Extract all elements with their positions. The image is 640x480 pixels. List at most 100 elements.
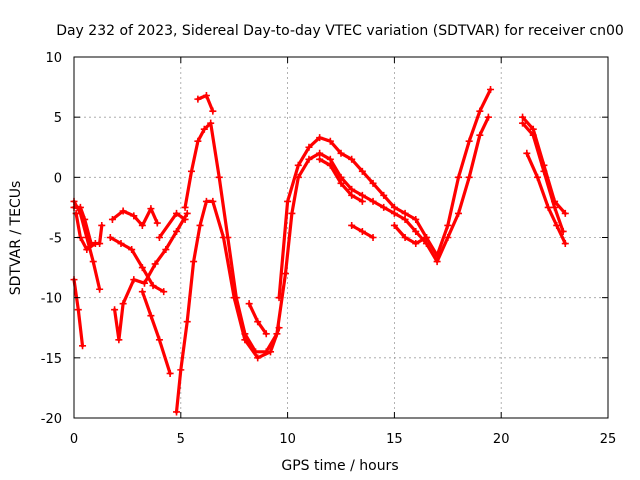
data-point (96, 285, 104, 293)
series-arc-4 (70, 276, 87, 350)
data-point (181, 203, 189, 211)
data-point (151, 260, 159, 268)
data-point (369, 234, 377, 241)
data-point (183, 318, 191, 326)
x-tick-label: 20 (493, 432, 510, 447)
data-point (348, 185, 356, 193)
data-point (326, 155, 334, 163)
data-point (444, 221, 452, 229)
series-line (196, 93, 215, 113)
data-point (128, 246, 136, 254)
series-arc-17 (390, 221, 430, 248)
data-point (433, 252, 441, 260)
x-tick-label: 5 (177, 432, 185, 447)
data-point (245, 300, 253, 308)
data-point (433, 258, 441, 266)
data-point (83, 246, 91, 254)
data-point (337, 179, 345, 187)
series-arc-11 (181, 113, 492, 356)
data-point (160, 288, 168, 296)
series-arc-15 (316, 155, 366, 205)
data-point (281, 270, 289, 278)
x-tick-label: 15 (386, 432, 403, 447)
data-point (390, 203, 398, 211)
data-point (138, 264, 146, 272)
data-point (215, 173, 223, 181)
data-point (181, 215, 189, 223)
data-point (79, 342, 87, 350)
y-tick-label: -5 (49, 232, 62, 247)
data-point (326, 137, 334, 145)
data-point (138, 288, 146, 296)
x-axis-ticks: 0 5 10 15 20 25 (70, 57, 616, 447)
data-point (115, 336, 123, 344)
y-tick-label: 5 (54, 111, 62, 126)
data-point (262, 330, 270, 338)
data-point (155, 234, 163, 241)
data-point (149, 282, 157, 290)
data-point (540, 167, 548, 175)
data-point (454, 173, 462, 181)
series-line (277, 87, 493, 300)
data-point (207, 119, 215, 127)
data-point (162, 246, 170, 254)
data-point (529, 125, 537, 133)
data-point (209, 107, 217, 115)
data-point (412, 215, 420, 223)
data-traces (70, 85, 569, 416)
data-point (119, 207, 127, 215)
data-point (454, 209, 462, 217)
series-arc-12 (194, 92, 217, 115)
data-point (358, 227, 366, 235)
data-point (209, 197, 217, 205)
data-point (155, 336, 163, 344)
data-point (166, 369, 174, 377)
data-point (561, 209, 569, 217)
series-arc-19 (523, 149, 569, 248)
y-axis-ticks: -20 -15 -10 -5 0 5 10 (41, 51, 608, 427)
data-point (559, 227, 567, 235)
data-point (553, 221, 561, 229)
series-line (110, 207, 159, 228)
data-point (194, 95, 202, 103)
data-point (111, 306, 119, 314)
data-point (147, 205, 155, 213)
data-point (519, 119, 527, 127)
series-line (521, 121, 565, 234)
series-arc-14 (275, 85, 495, 302)
series-arc-20 (519, 119, 567, 235)
series-arc-8 (138, 288, 174, 377)
data-point (348, 155, 356, 163)
data-point (523, 149, 531, 157)
series-arc-18 (519, 113, 569, 217)
grid-lines (74, 57, 608, 418)
data-point (390, 209, 398, 217)
data-point (337, 149, 345, 157)
data-point (273, 330, 281, 338)
series-arc-16 (348, 221, 377, 241)
y-tick-label: 0 (54, 171, 62, 186)
data-point (358, 197, 366, 205)
data-point (316, 134, 324, 142)
data-point (200, 125, 208, 133)
data-point (390, 221, 398, 229)
data-point (444, 234, 452, 241)
data-point (326, 161, 334, 169)
data-point (140, 279, 148, 287)
data-point (173, 408, 181, 416)
data-point (187, 167, 195, 175)
data-point (422, 234, 430, 241)
series-arc-13 (245, 300, 270, 338)
data-point (401, 215, 409, 223)
data-point (529, 131, 537, 139)
chart-title: Day 232 of 2023, Sidereal Day-to-day VTE… (56, 23, 624, 39)
data-point (254, 354, 262, 362)
data-point (305, 143, 313, 151)
data-point (519, 113, 527, 121)
data-point (380, 191, 388, 199)
data-point (369, 197, 377, 205)
data-point (284, 197, 292, 205)
data-point (534, 173, 542, 181)
series-line (74, 211, 97, 252)
